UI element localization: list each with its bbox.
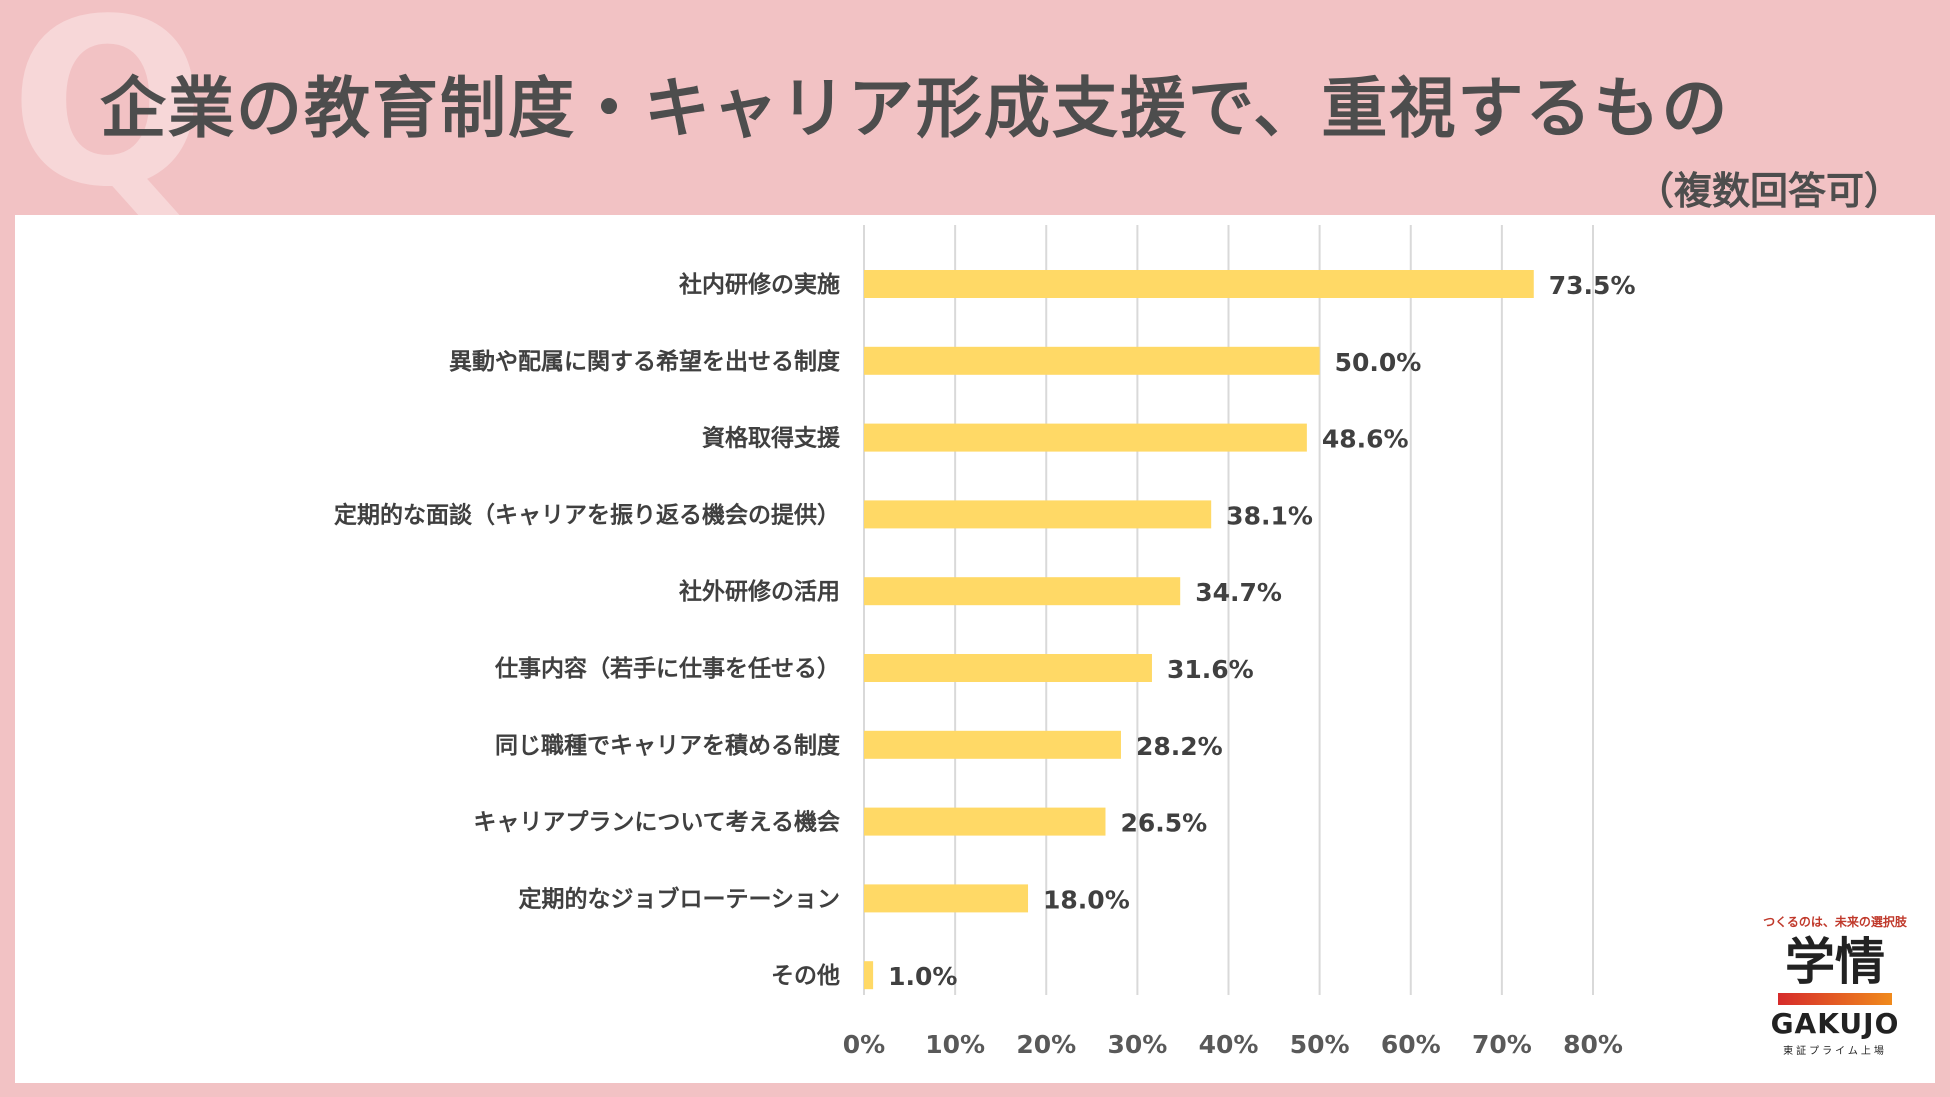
value-label: 31.6% — [1167, 655, 1254, 684]
bar — [864, 654, 1152, 682]
bar — [864, 346, 1320, 375]
bar — [864, 423, 1307, 452]
label-layer: 0% 10% 20% 30% 40% 50% 60% 70% 80% 社内研修の実施 73.5% 異動… — [334, 271, 1636, 1059]
category-label: その他 — [771, 963, 840, 989]
bar — [864, 577, 1181, 606]
logo-mark: 学情 — [1785, 933, 1885, 991]
x-tick-label: 80% — [1563, 1030, 1623, 1059]
bar — [864, 730, 1121, 759]
category-label: キャリアプランについて考える機会 — [473, 809, 840, 836]
x-tick-label: 40% — [1199, 1030, 1259, 1059]
category-label: 定期的なジョブローテーション — [518, 885, 840, 912]
category-label: 同じ職種でキャリアを積める制度 — [495, 732, 841, 759]
value-label: 1.0% — [888, 962, 957, 991]
x-tick-label: 30% — [1107, 1030, 1167, 1059]
x-tick-label: 60% — [1381, 1030, 1441, 1059]
x-tick-label: 70% — [1472, 1030, 1532, 1059]
value-label: 38.1% — [1226, 501, 1313, 530]
value-label: 48.6% — [1322, 425, 1409, 454]
category-label: 社内研修の実施 — [679, 271, 840, 298]
x-tick-label: 50% — [1290, 1030, 1350, 1059]
logo-listed: 東証プライム上場 — [1783, 1045, 1887, 1057]
x-tick-label: 10% — [925, 1030, 985, 1059]
grid-layer — [863, 225, 1594, 995]
bar — [864, 961, 874, 990]
bar — [864, 884, 1029, 913]
category-label: 資格取得支援 — [702, 425, 841, 452]
category-label: 仕事内容（若手に仕事を任せる） — [494, 655, 840, 682]
bar — [864, 270, 1534, 298]
category-label: 異動や配属に関する希望を出せる制度 — [449, 348, 841, 375]
x-tick-label: 0% — [843, 1030, 885, 1059]
page-subtitle: （複数回答可） — [1635, 169, 1902, 213]
value-label: 28.2% — [1136, 732, 1223, 761]
bar-layer — [864, 270, 1534, 990]
x-tick-label: 20% — [1016, 1030, 1076, 1059]
gakujo-logo: つくるのは、未来の選択肢 学情 GAKUJO 東証プライム上場 — [1760, 913, 1910, 1057]
chart-panel: 0% 10% 20% 30% 40% 50% 60% 70% 80% 社内研修の実施 73.5% 異動… — [15, 215, 1935, 1083]
page-title: 企業の教育制度・キャリア形成支援で、重視するもの — [100, 70, 1730, 147]
logo-bar — [1778, 992, 1892, 1005]
value-label: 18.0% — [1043, 885, 1130, 914]
logo-english: GAKUJO — [1770, 1006, 1900, 1040]
value-label: 34.7% — [1195, 578, 1282, 607]
value-label: 50.0% — [1335, 348, 1422, 377]
bar — [864, 807, 1106, 836]
bar — [864, 500, 1212, 529]
value-label: 73.5% — [1549, 271, 1636, 300]
bar-chart: 0% 10% 20% 30% 40% 50% 60% 70% 80% 社内研修の実施 73.5% 異動… — [334, 225, 1636, 1059]
value-label: 26.5% — [1120, 809, 1207, 838]
category-label: 社外研修の活用 — [679, 578, 840, 605]
logo-tagline: つくるのは、未来の選択肢 — [1763, 915, 1907, 929]
category-label: 定期的な面談（キャリアを振り返る機会の提供） — [334, 501, 840, 528]
q-decoration: Q — [10, 0, 206, 238]
